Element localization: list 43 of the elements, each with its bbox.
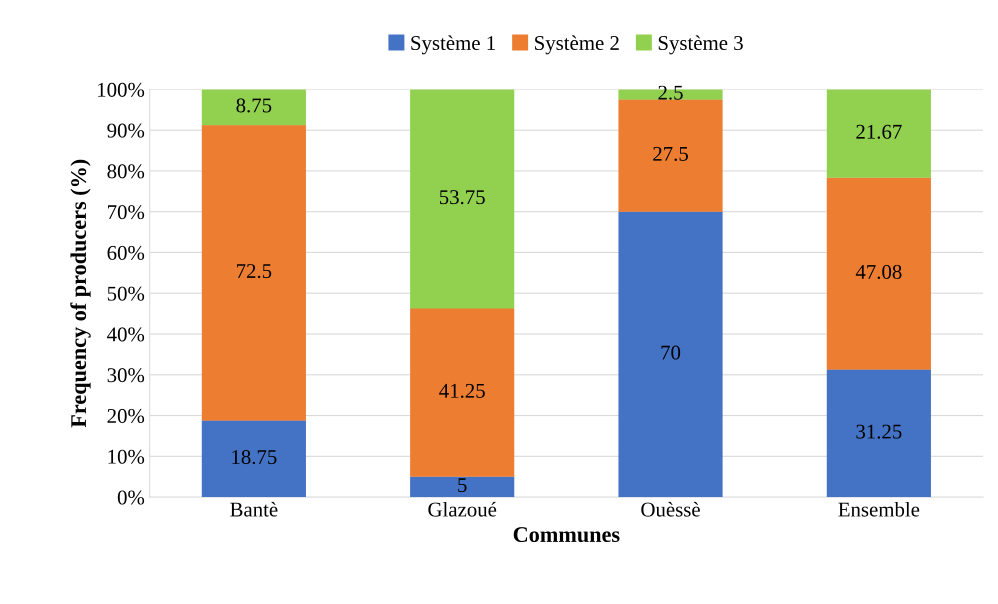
bar (826, 370, 931, 498)
data-label: 27.5 (653, 146, 688, 161)
bar (202, 125, 306, 421)
y-tick-label: 80% (107, 164, 144, 178)
bar (618, 100, 723, 212)
x-tick-label: Bantè (230, 502, 278, 517)
y-tick-label: 70% (108, 205, 144, 220)
data-label: 2.5 (658, 86, 683, 100)
data-label: 8.75 (236, 98, 272, 113)
y-tick-label: 0% (118, 490, 144, 505)
y-tick-label: 50% (108, 286, 144, 301)
bar (202, 89, 306, 126)
data-label: 31.25 (856, 424, 902, 439)
y-tick-label: 90% (107, 124, 144, 138)
data-label: 47.08 (856, 264, 902, 280)
bar (826, 89, 931, 178)
y-axis-title: Frequency of producers (%) (70, 160, 91, 428)
y-tick-label: 60% (108, 246, 144, 260)
data-label: 5 (458, 478, 467, 492)
data-label: 70 (661, 346, 680, 360)
bar (410, 476, 514, 498)
data-label: 72.5 (237, 264, 272, 278)
y-tick-label: 40% (107, 327, 144, 342)
y-tick-label: 30% (108, 368, 144, 382)
y-tick-label: 100% (98, 82, 144, 97)
legend-label: Système 1 (411, 35, 495, 54)
bar (618, 212, 723, 498)
bar (410, 308, 514, 477)
data-label: 21.67 (856, 124, 902, 139)
legend-label: Système 3 (658, 35, 743, 54)
data-label: 53.75 (440, 190, 485, 204)
legend-label: Système 2 (535, 35, 619, 54)
data-label: 41.25 (439, 384, 485, 398)
x-tick-label: Glazoué (428, 502, 496, 517)
bar (826, 178, 931, 370)
x-tick-label: Ouèssè (641, 502, 700, 517)
bar (202, 420, 306, 498)
bar (410, 89, 514, 309)
x-tick-label: Ensemble (838, 502, 920, 517)
y-tick-label: 10% (108, 450, 144, 464)
data-label: 18.75 (232, 450, 276, 464)
x-axis-title: Communes (514, 527, 620, 542)
y-tick-label: 20% (108, 408, 144, 424)
